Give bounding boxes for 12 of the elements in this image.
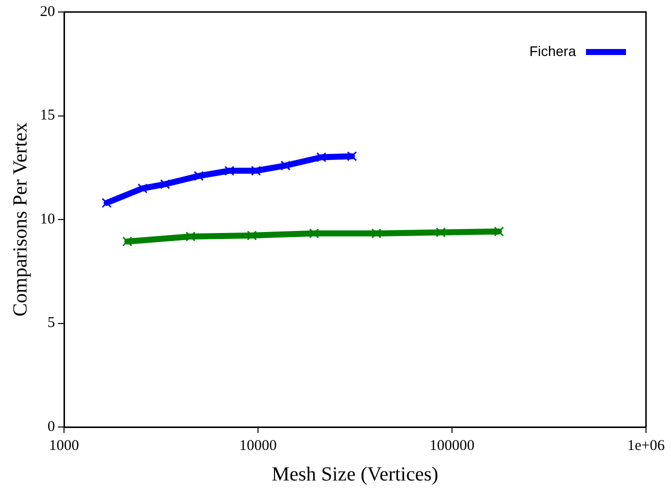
y-tick-label: 10 <box>40 211 55 228</box>
x-axis-title: Mesh Size (Vertices) <box>272 463 438 486</box>
x-tick-label: 1000 <box>49 438 79 454</box>
y-axis-title: Comparisons Per Vertex <box>9 122 32 317</box>
y-tick-label: 15 <box>40 108 55 124</box>
legend-label: Fichera <box>529 42 576 59</box>
x-tick-label: 100000 <box>430 438 474 454</box>
y-tick-label: 20 <box>40 4 55 20</box>
y-tick-label: 5 <box>48 315 55 332</box>
x-tick-label: 1e+06 <box>627 438 666 454</box>
y-tick-label: 0 <box>48 418 55 435</box>
x-tick-label: 10000 <box>239 438 277 454</box>
